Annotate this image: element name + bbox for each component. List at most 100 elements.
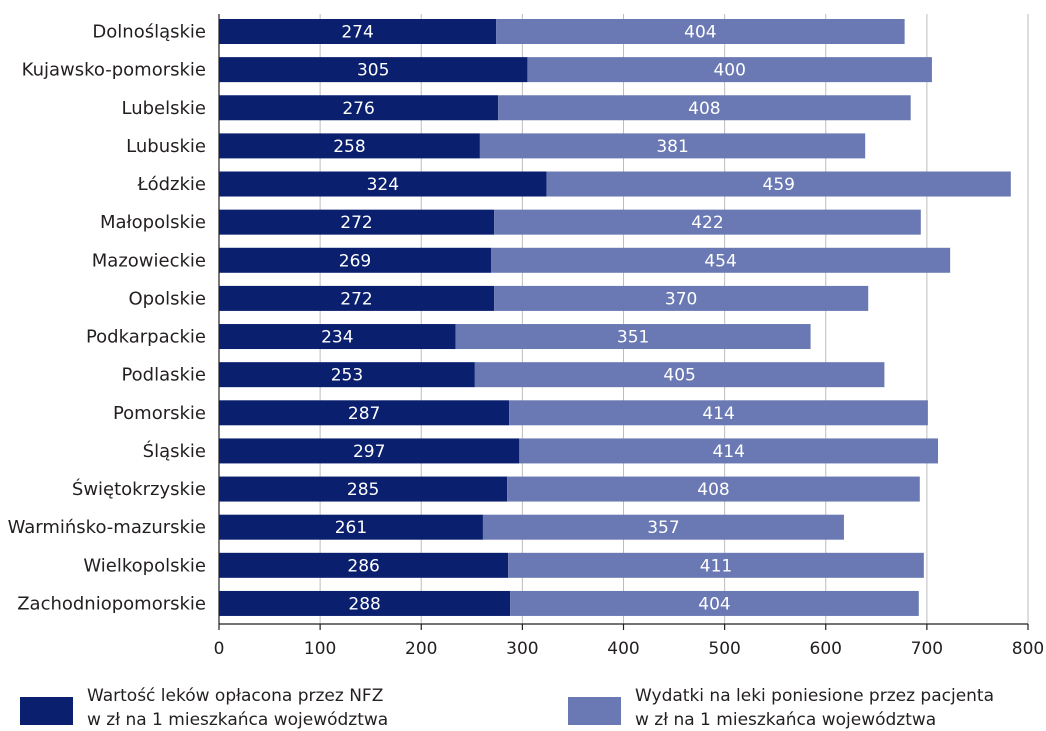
bar-value-label: 405 [663, 366, 695, 386]
bar-segment [219, 552, 509, 578]
x-axis: 0 100 200 300 400 500 600 700 800 [214, 14, 1044, 659]
bar-value-label: 411 [700, 556, 732, 576]
bar-value-label: 287 [348, 404, 380, 424]
category-label: Lubelskie [122, 98, 207, 119]
bar-value-label: 269 [339, 251, 371, 271]
category-label: Małopolskie [100, 212, 206, 233]
x-tick-label: 400 [607, 639, 639, 659]
bar-value-label: 305 [357, 61, 389, 81]
x-tick-label: 200 [405, 639, 437, 659]
bar-segment [219, 133, 480, 159]
bar-value-label: 234 [321, 328, 353, 348]
x-tick-label: 300 [506, 639, 538, 659]
bar-segment [527, 57, 932, 83]
bar-value-label: 381 [656, 137, 688, 157]
bar-segment [219, 57, 528, 83]
bar-segment [508, 552, 924, 578]
category-label: Opolskie [129, 288, 206, 309]
bar-value-label: 261 [335, 518, 367, 538]
x-tick-label: 800 [1012, 639, 1044, 659]
bars: 274 404 305 400 276 408 258 381 324 459 272 422 269 4… [219, 19, 1011, 616]
bar-value-label: 274 [341, 23, 373, 43]
x-tick-label: 100 [304, 639, 336, 659]
bar-value-label: 253 [331, 366, 363, 386]
bar-value-label: 272 [340, 289, 372, 309]
bar-value-label: 258 [333, 137, 365, 157]
bar-value-label: 357 [647, 518, 679, 538]
bar-segment [519, 438, 938, 464]
bar-value-label: 454 [704, 251, 736, 271]
bar-segment [479, 133, 866, 159]
category-label: Dolnośląskie [92, 22, 206, 43]
bar-segment [219, 324, 456, 350]
bar-value-label: 422 [691, 213, 723, 233]
x-tick-label: 500 [708, 639, 740, 659]
bar-segment [219, 476, 508, 502]
category-label: Podkarpackie [86, 327, 206, 348]
bar-value-label: 351 [617, 328, 649, 348]
bar-value-label: 285 [347, 480, 379, 500]
category-label: Śląskie [143, 440, 206, 462]
category-label: Pomorskie [113, 403, 206, 424]
category-label: Mazowieckie [92, 250, 206, 271]
category-label: Wielkopolskie [83, 555, 206, 576]
legend-label: w zł na 1 mieszkańca województwa [635, 710, 936, 730]
bar-value-label: 276 [342, 99, 374, 119]
bar-value-label: 408 [688, 99, 720, 119]
bar-value-label: 288 [348, 594, 380, 614]
bar-value-label: 404 [684, 23, 716, 43]
category-labels: Dolnośląskie Kujawsko-pomorskie Lubelskie L… [8, 22, 206, 615]
bar-segment [219, 400, 510, 426]
bar-value-label: 272 [340, 213, 372, 233]
bar-value-label: 408 [697, 480, 729, 500]
legend: Wartość leków opłacona przez NFZ w zł na … [20, 686, 994, 730]
category-label: Warmińsko-mazurskie [8, 517, 206, 538]
category-label: Podlaskie [121, 365, 206, 386]
bar-value-label: 400 [713, 61, 745, 81]
legend-swatch [568, 697, 621, 725]
bar-segment [219, 247, 492, 273]
bar-value-label: 286 [347, 556, 379, 576]
bar-segment [455, 324, 811, 350]
bar-segment [498, 95, 911, 121]
category-label: Kujawsko-pomorskie [22, 60, 206, 81]
bar-value-label: 414 [712, 442, 744, 462]
bar-segment [482, 514, 844, 540]
bar-value-label: 404 [698, 594, 730, 614]
legend-label: Wydatki na leki poniesione przez pacjent… [635, 686, 994, 706]
bar-segment [219, 171, 547, 197]
bar-value-label: 370 [665, 289, 697, 309]
category-label: Lubuskie [126, 136, 206, 157]
bar-segment [546, 171, 1011, 197]
x-tick-label: 0 [214, 639, 225, 659]
category-label: Świętokrzyskie [72, 478, 206, 500]
bar-segment [219, 514, 483, 540]
bar-segment [219, 209, 495, 235]
bar-segment [509, 400, 928, 426]
legend-label: Wartość leków opłacona przez NFZ [87, 686, 383, 706]
bar-segment [219, 19, 497, 44]
category-label: Zachodniopomorskie [17, 593, 206, 614]
x-tick-label: 700 [911, 639, 943, 659]
bar-segment [219, 362, 475, 388]
bar-value-label: 459 [763, 175, 795, 195]
bar-segment [496, 19, 905, 44]
bar-segment [474, 362, 885, 388]
bar-segment [219, 438, 520, 464]
bar-segment [494, 285, 869, 311]
bar-value-label: 297 [353, 442, 385, 462]
bar-value-label: 414 [702, 404, 734, 424]
bar-segment [219, 590, 511, 616]
bar-segment [491, 247, 951, 273]
legend-label: w zł na 1 mieszkańca województwa [87, 710, 388, 730]
bar-value-label: 324 [367, 175, 399, 195]
bar-segment [507, 476, 920, 502]
category-label: Łódzkie [136, 174, 206, 195]
legend-swatch [20, 697, 73, 725]
bar-segment [494, 209, 921, 235]
bar-segment [219, 285, 495, 311]
bar-segment [219, 95, 499, 121]
bar-segment [510, 590, 919, 616]
